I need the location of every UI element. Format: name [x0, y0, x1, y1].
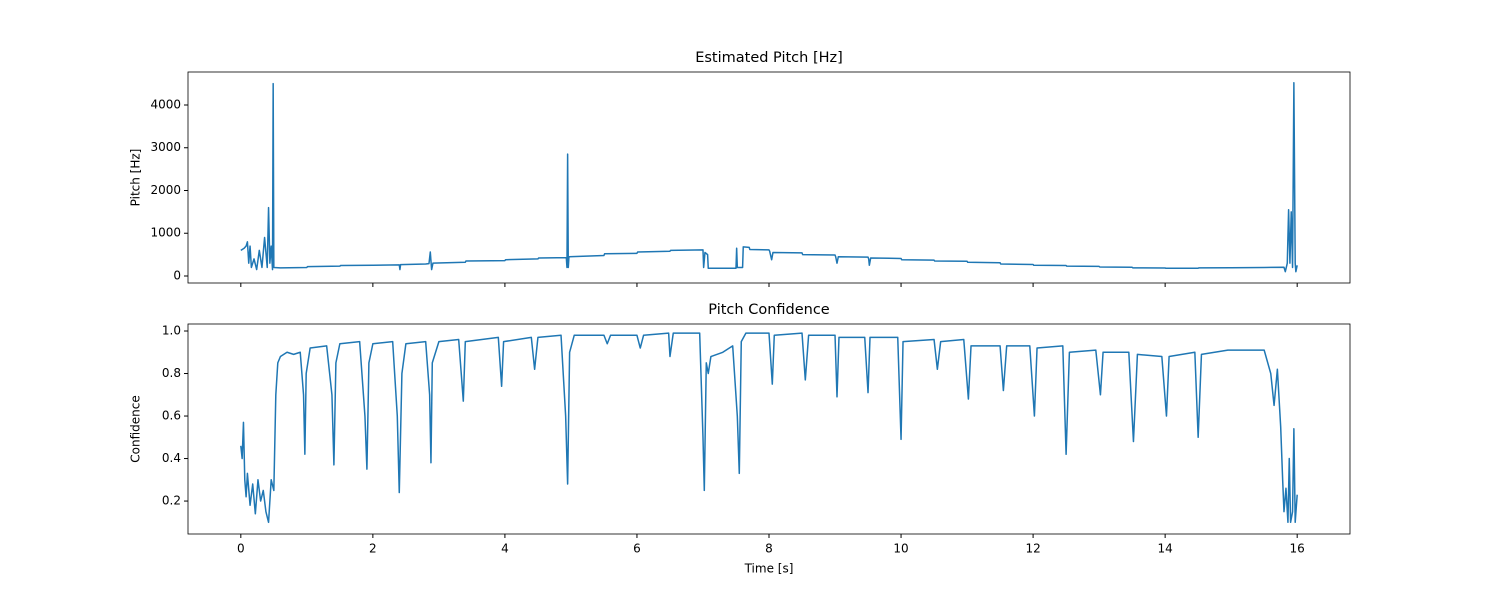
y-tick-label: 0.2 — [162, 494, 181, 508]
x-tick-label: 16 — [1290, 542, 1305, 556]
y-tick-label: 3000 — [150, 140, 181, 154]
axes-frame — [187, 323, 1351, 535]
chart-title: Estimated Pitch [Hz] — [695, 50, 843, 66]
axes-frame — [187, 71, 1351, 284]
y-tick-label: 1.0 — [162, 324, 181, 338]
x-tick-label: 0 — [237, 542, 245, 556]
x-tick-label: 4 — [501, 542, 509, 556]
x-tick-label: 12 — [1025, 542, 1040, 556]
y-tick-label: 0.8 — [162, 366, 181, 380]
y-tick-label: 0 — [173, 268, 181, 282]
x-tick-label: 8 — [765, 542, 773, 556]
x-tick-label: 10 — [893, 542, 908, 556]
x-tick-label: 2 — [369, 542, 377, 556]
chart-title: Pitch Confidence — [708, 302, 830, 318]
data-line — [240, 82, 1298, 273]
y-tick-label: 0.4 — [162, 451, 181, 465]
y-tick-label: 0.6 — [162, 409, 181, 423]
y-tick-label: 1000 — [150, 226, 181, 240]
y-tick-label: 4000 — [150, 98, 181, 112]
y-tick-label: 2000 — [150, 183, 181, 197]
x-axis-label: Time [s] — [744, 562, 794, 576]
data-line — [240, 332, 1298, 524]
x-tick-label: 14 — [1157, 542, 1172, 556]
x-tick-label: 6 — [633, 542, 641, 556]
y-axis-label: Pitch [Hz] — [129, 149, 143, 207]
y-axis-label: Confidence — [129, 395, 143, 462]
